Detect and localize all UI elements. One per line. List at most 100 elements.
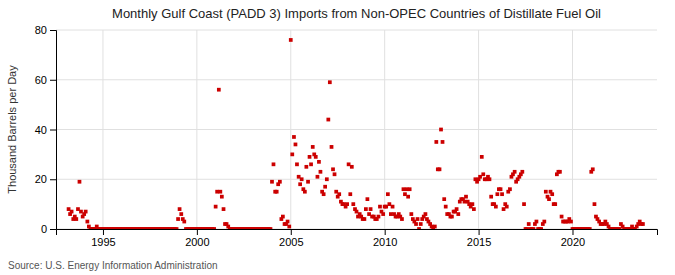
point [525,227,529,229]
point [275,190,279,194]
point [74,217,78,221]
point [495,192,499,196]
point [220,195,224,199]
point [175,227,179,229]
point [464,195,468,199]
x-tick-label: 2000 [185,236,209,248]
point [463,200,467,204]
point [333,172,337,176]
point [178,207,182,211]
point [414,222,418,226]
point [319,170,323,174]
x-tick: 2015 [467,229,491,248]
grid [56,30,657,229]
point [306,180,310,184]
point [323,185,327,189]
point [84,210,88,214]
point [348,192,352,196]
point [488,177,492,181]
x-tick-label: 2005 [279,236,303,248]
x-tick-mark [103,229,104,235]
point [502,207,506,211]
point [522,202,526,206]
point [618,227,622,229]
point [591,167,595,171]
y-tick-label: 80 [35,24,47,36]
x-tick-mark [479,229,480,235]
x-tick-label: 2010 [373,236,397,248]
y-axis-line [50,31,57,230]
point [350,165,354,169]
point [272,162,276,166]
point [287,225,291,229]
point [286,220,290,224]
title: Monthly Gulf Coast (PADD 3) Imports from… [112,6,601,21]
point [377,215,381,219]
point [547,197,551,201]
point [433,225,437,229]
chart: 199520002005201020152020020406080Monthly… [0,0,675,275]
point [70,210,74,214]
point [182,220,186,224]
y-tick: 40 [35,124,56,136]
grid-line-x [290,30,291,229]
point [417,227,421,229]
point [308,155,312,159]
x-tick-label: 2020 [561,236,585,248]
grid-line-x [478,30,479,229]
y-tick-label: 20 [35,173,47,185]
point [281,215,285,219]
point [520,170,524,174]
grid-line-x [196,30,197,229]
point [309,162,313,166]
point [295,162,299,166]
y-tick-mark [50,229,56,230]
grid-line-y [56,179,657,180]
point [78,180,82,184]
point [550,192,554,196]
x-tick-label: 2015 [467,236,491,248]
point [290,153,294,157]
point [403,192,407,196]
point [471,202,475,206]
point [593,202,597,206]
point [304,165,308,169]
point [347,162,351,166]
point [387,202,391,206]
x-tick: 2005 [279,229,303,248]
point [450,215,454,219]
point [381,212,385,216]
y-tick-label: 40 [35,124,47,136]
point [408,187,412,191]
point [270,180,274,184]
point [641,222,645,226]
y-tick-mark [50,130,56,131]
point [179,212,183,216]
point [472,207,476,211]
point [442,197,446,201]
point [212,227,216,229]
point [456,212,460,216]
point [508,187,512,191]
point [480,155,484,159]
y-tick: 20 [35,173,56,185]
grid-line-y [56,79,657,80]
y-tick: 80 [35,24,56,36]
point [532,227,536,229]
point [455,207,459,211]
point [218,190,222,194]
point [317,160,321,164]
grid-line-y [56,129,657,130]
point [176,217,180,221]
x-tick: 2020 [561,229,585,248]
point [325,177,329,181]
y-tick: 0 [41,223,56,235]
point [386,192,390,196]
point [489,195,493,199]
point [513,170,517,174]
point [85,220,89,224]
x-tick-mark [572,229,573,235]
y-tick-label: 60 [35,74,47,86]
grid-line-x [572,30,573,229]
x-axis-line [57,230,658,236]
